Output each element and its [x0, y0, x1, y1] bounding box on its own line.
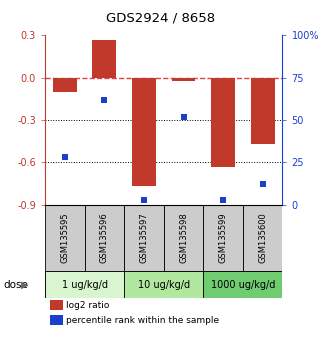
Point [221, 197, 226, 202]
Point [181, 114, 186, 120]
Text: GSM135595: GSM135595 [60, 213, 69, 263]
Text: percentile rank within the sample: percentile rank within the sample [66, 316, 220, 325]
Text: GSM135600: GSM135600 [258, 213, 267, 263]
Text: GDS2924 / 8658: GDS2924 / 8658 [106, 12, 215, 25]
Bar [164, 205, 203, 271]
Bar [172, 78, 195, 81]
Point [141, 197, 146, 202]
Text: ▶: ▶ [21, 280, 28, 290]
Bar [124, 205, 164, 271]
Bar [92, 40, 116, 78]
Text: GSM135597: GSM135597 [139, 213, 148, 263]
Bar [132, 78, 156, 187]
Bar [45, 271, 124, 298]
Bar [243, 205, 282, 271]
Text: GSM135598: GSM135598 [179, 213, 188, 263]
Point [62, 154, 67, 160]
Bar [203, 271, 282, 298]
Bar [124, 271, 203, 298]
Text: 10 ug/kg/d: 10 ug/kg/d [138, 280, 190, 290]
Point [260, 182, 265, 187]
Point [102, 97, 107, 103]
Text: log2 ratio: log2 ratio [66, 301, 110, 310]
Bar [45, 205, 84, 271]
Bar [53, 78, 77, 92]
Bar [84, 205, 124, 271]
Bar [211, 78, 235, 167]
Bar [50, 301, 63, 310]
Text: 1000 ug/kg/d: 1000 ug/kg/d [211, 280, 275, 290]
Bar [203, 205, 243, 271]
Bar [50, 315, 63, 325]
Bar [251, 78, 274, 144]
Text: GSM135596: GSM135596 [100, 213, 109, 263]
Text: dose: dose [3, 280, 28, 290]
Text: GSM135599: GSM135599 [219, 213, 228, 263]
Text: 1 ug/kg/d: 1 ug/kg/d [62, 280, 108, 290]
